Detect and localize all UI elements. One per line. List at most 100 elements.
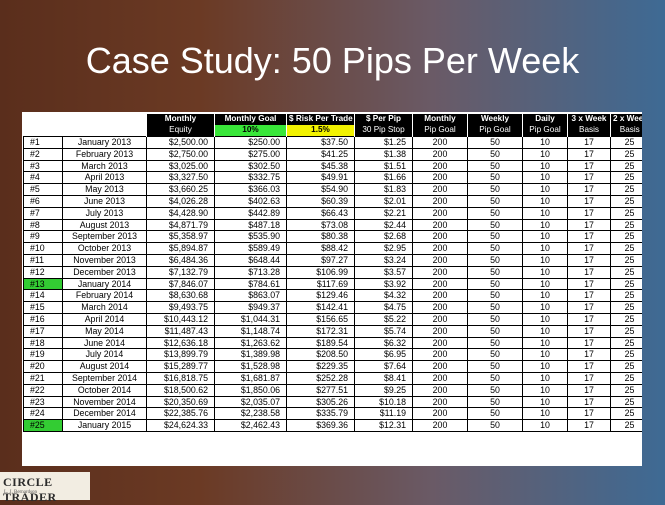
per-pip-cell: $7.64 xyxy=(354,360,413,373)
daily-pip-goal-cell: 10 xyxy=(522,383,568,397)
monthly-goal-cell: $275.00 xyxy=(214,147,287,161)
month-cell: March 2014 xyxy=(62,301,147,314)
daily-pip-goal-cell: 10 xyxy=(522,289,568,303)
two-week-cell: 25 xyxy=(610,324,642,338)
three-week-cell: 17 xyxy=(567,194,611,208)
table-row: #16 April 2014 $10,443.12 $1,044.31 $156.65 $… xyxy=(23,312,642,326)
monthly-pip-goal-cell: 200 xyxy=(412,218,468,232)
weekly-pip-goal-cell: 50 xyxy=(467,265,523,279)
per-pip-cell: $12.31 xyxy=(354,419,413,432)
monthly-goal-cell: $366.03 xyxy=(214,183,287,196)
equity-cell: $10,443.12 xyxy=(146,312,215,326)
three-week-cell: 17 xyxy=(567,136,611,149)
row-number: #3 xyxy=(23,159,63,173)
row-number: #23 xyxy=(23,395,63,409)
two-week-cell: 25 xyxy=(610,301,642,314)
table-row: #14 February 2014 $8,630.68 $863.07 $129.46 $… xyxy=(23,289,642,303)
per-pip-cell: $2.68 xyxy=(354,230,413,244)
two-week-cell: 25 xyxy=(610,253,642,267)
row-number: #2 xyxy=(23,147,63,161)
monthly-pip-goal-cell: 200 xyxy=(412,419,468,432)
two-week-cell: 25 xyxy=(610,218,642,232)
risk-cell: $172.31 xyxy=(286,324,355,338)
month-cell: March 2013 xyxy=(62,159,147,173)
weekly-pip-goal-cell: 50 xyxy=(467,336,523,350)
monthly-pip-goal-cell: 200 xyxy=(412,407,468,421)
two-week-cell: 25 xyxy=(610,395,642,409)
per-pip-cell: $11.19 xyxy=(354,407,413,421)
equity-cell: $3,660.25 xyxy=(146,183,215,196)
risk-cell: $369.36 xyxy=(286,419,355,432)
risk-cell: $129.46 xyxy=(286,289,355,303)
monthly-goal-cell: $1,263.62 xyxy=(214,336,287,350)
subheader-basis: Basis xyxy=(567,125,611,137)
weekly-pip-goal-cell: 50 xyxy=(467,230,523,244)
daily-pip-goal-cell: 10 xyxy=(522,407,568,421)
weekly-pip-goal-cell: 50 xyxy=(467,206,523,220)
equity-cell: $12,636.18 xyxy=(146,336,215,350)
monthly-pip-goal-cell: 200 xyxy=(412,265,468,279)
three-week-cell: 17 xyxy=(567,312,611,326)
equity-cell: $7,132.79 xyxy=(146,265,215,279)
three-week-cell: 17 xyxy=(567,395,611,409)
table-body: #1 January 2013 $2,500.00 $250.00 $37.50 $1.2… xyxy=(23,136,642,432)
month-cell: August 2013 xyxy=(62,218,147,232)
month-cell: July 2014 xyxy=(62,348,147,362)
table-row: #23 November 2014 $20,350.69 $2,035.07 $305.… xyxy=(23,395,642,409)
row-number: #11 xyxy=(23,253,63,267)
two-week-cell: 25 xyxy=(610,159,642,173)
weekly-pip-goal-cell: 50 xyxy=(467,289,523,303)
monthly-goal-cell: $250.00 xyxy=(214,136,287,149)
equity-cell: $13,899.79 xyxy=(146,348,215,362)
two-week-cell: 25 xyxy=(610,371,642,385)
table-row: #15 March 2014 $9,493.75 $949.37 $142.41 $4.7… xyxy=(23,301,642,314)
header-monthly-pip-goal: Monthly xyxy=(412,114,468,125)
row-number: #24 xyxy=(23,407,63,421)
three-week-cell: 17 xyxy=(567,183,611,196)
per-pip-cell: $2.01 xyxy=(354,194,413,208)
month-cell: September 2013 xyxy=(62,230,147,244)
monthly-goal-cell: $332.75 xyxy=(214,171,287,185)
header-empty-cell xyxy=(23,114,63,125)
row-number: #6 xyxy=(23,194,63,208)
three-week-cell: 17 xyxy=(567,206,611,220)
month-cell: January 2014 xyxy=(62,277,147,291)
weekly-pip-goal-cell: 50 xyxy=(467,218,523,232)
month-cell: May 2014 xyxy=(62,324,147,338)
month-cell: January 2013 xyxy=(62,136,147,149)
three-week-cell: 17 xyxy=(567,171,611,185)
two-week-cell: 25 xyxy=(610,348,642,362)
daily-pip-goal-cell: 10 xyxy=(522,159,568,173)
three-week-cell: 17 xyxy=(567,159,611,173)
three-week-cell: 17 xyxy=(567,289,611,303)
monthly-goal-cell: $442.89 xyxy=(214,206,287,220)
risk-cell: $189.54 xyxy=(286,336,355,350)
two-week-cell: 25 xyxy=(610,136,642,149)
row-number: #20 xyxy=(23,360,63,373)
daily-pip-goal-cell: 10 xyxy=(522,147,568,161)
risk-cell: $88.42 xyxy=(286,242,355,255)
two-week-cell: 25 xyxy=(610,265,642,279)
two-week-cell: 25 xyxy=(610,206,642,220)
per-pip-cell: $1.38 xyxy=(354,147,413,161)
monthly-goal-cell: $487.18 xyxy=(214,218,287,232)
three-week-cell: 17 xyxy=(567,218,611,232)
subheader-pip-stop: 30 Pip Stop xyxy=(354,125,413,137)
row-number: #15 xyxy=(23,301,63,314)
row-number: #1 xyxy=(23,136,63,149)
two-week-cell: 25 xyxy=(610,277,642,291)
subheader-equity: Equity xyxy=(146,125,215,137)
table-row: #17 May 2014 $11,487.43 $1,148.74 $172.31 $5.… xyxy=(23,324,642,338)
row-number: #9 xyxy=(23,230,63,244)
equity-cell: $2,500.00 xyxy=(146,136,215,149)
equity-cell: $11,487.43 xyxy=(146,324,215,338)
monthly-pip-goal-cell: 200 xyxy=(412,395,468,409)
per-pip-cell: $2.21 xyxy=(354,206,413,220)
monthly-goal-cell: $302.50 xyxy=(214,159,287,173)
row-number: #5 xyxy=(23,183,63,196)
equity-cell: $2,750.00 xyxy=(146,147,215,161)
risk-cell: $97.27 xyxy=(286,253,355,267)
monthly-pip-goal-cell: 200 xyxy=(412,301,468,314)
table-row: #10 October 2013 $5,894.87 $589.49 $88.42 $2.… xyxy=(23,242,642,255)
table-row: #12 December 2013 $7,132.79 $713.28 $106.99 $… xyxy=(23,265,642,279)
